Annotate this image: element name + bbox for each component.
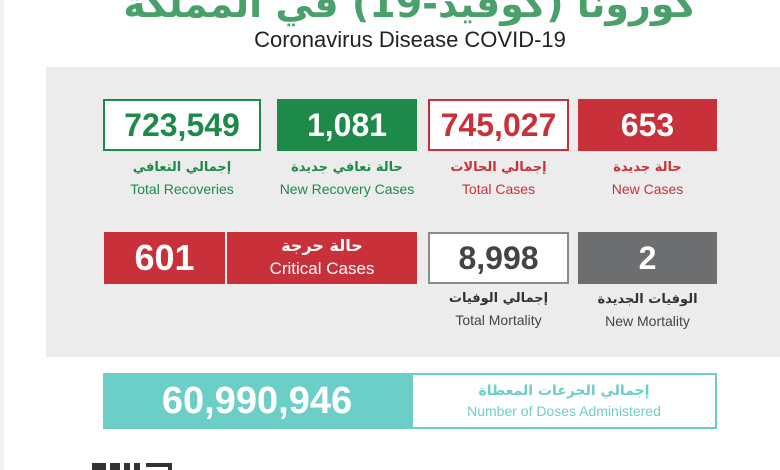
new-recovery-value: 1,081 xyxy=(277,99,417,151)
critical-cases-label-box xyxy=(227,232,417,284)
logo-fragment-icon xyxy=(92,463,172,470)
critical-cases-value: 601 xyxy=(104,232,225,284)
new-recovery-label-en: New Recovery Cases xyxy=(279,181,415,197)
header-title-arabic: كورونا (كوفيد-19) في المملكة xyxy=(123,0,697,26)
doses-label-box: إجمالي الجرعات المعطاة Number of Doses A… xyxy=(411,373,717,429)
total-recoveries-label-en: Total Recoveries xyxy=(130,181,234,197)
total-recoveries-label-ar: إجمالي التعافي xyxy=(132,160,232,175)
new-mortality-label-en: New Mortality xyxy=(605,313,690,329)
critical-cases-label-en: Critical Cases xyxy=(269,259,375,278)
total-recoveries-value: 723,549 xyxy=(103,99,261,151)
left-edge-strip xyxy=(0,0,4,470)
total-mortality-label-ar: إجمالي الوفيات xyxy=(448,291,549,306)
total-mortality-label-en: Total Mortality xyxy=(455,312,542,328)
doses-label-ar: إجمالي الجرعات المعطاة xyxy=(478,383,650,399)
total-cases-value: 745,027 xyxy=(428,99,569,151)
new-cases-label-ar: حالة جديدة xyxy=(613,160,682,175)
new-mortality-label-ar: الوفيات الجديدة xyxy=(597,292,698,307)
header-title-english: Coronavirus Disease COVID-19 xyxy=(254,27,566,52)
new-cases-value: 653 xyxy=(578,99,717,151)
doses-label-en: Number of Doses Administered xyxy=(467,403,661,419)
new-mortality-value: 2 xyxy=(578,232,717,284)
new-cases-label-en: New Cases xyxy=(611,181,684,197)
doses-administered-bar: 60,990,946 إجمالي الجرعات المعطاة Number… xyxy=(103,373,717,429)
critical-cases-label-ar: حالة حرجة xyxy=(281,236,363,255)
doses-value: 60,990,946 xyxy=(103,373,411,429)
total-mortality-value: 8,998 xyxy=(428,232,569,284)
total-cases-label-en: Total Cases xyxy=(461,181,536,197)
new-recovery-label-ar: حالة تعافي جديدة xyxy=(291,160,403,175)
total-cases-label-ar: إجمالي الحالات xyxy=(450,160,547,175)
